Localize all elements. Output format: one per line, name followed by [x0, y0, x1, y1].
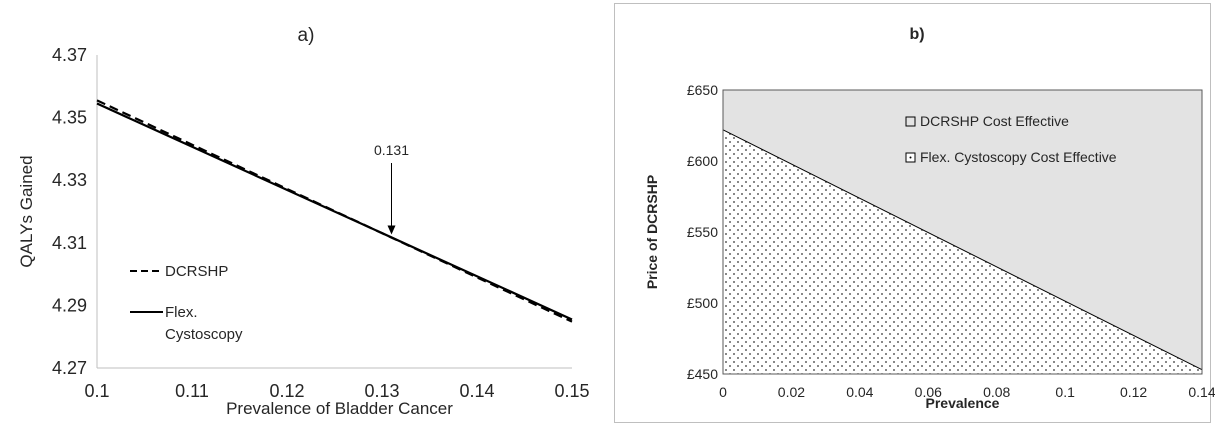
x-axis-title: Prevalence [926, 395, 1000, 411]
y-tick-label: £500 [687, 295, 718, 311]
x-tick-label: 0.12 [269, 381, 304, 401]
annotation-arrowhead [387, 225, 396, 235]
y-tick-label: 4.29 [52, 295, 87, 315]
x-tick-label: 0.14 [1188, 384, 1215, 400]
y-tick-label: £450 [687, 366, 718, 382]
legend-swatch [905, 116, 916, 127]
x-tick-label: 0.15 [554, 381, 589, 401]
x-tick-label: 0.1 [1055, 384, 1075, 400]
boundary-line [722, 129, 1203, 371]
legend-label: DCRSHP Cost Effective [920, 113, 1069, 129]
chart-panel-a: 0.1 0.11 0.12 0.13 0.14 0.15 4.37 4.35 4.33 4.31 4… [0, 0, 598, 427]
series-line [96, 99, 573, 323]
chart-b-frame [614, 3, 1211, 423]
y-tick-label: 4.33 [52, 170, 87, 190]
region-flex-cost-effective [723, 129, 1202, 374]
y-tick-label: 4.27 [52, 358, 87, 378]
y-axis-title: Price of DCRSHP [644, 175, 660, 289]
y-tick-label: 4.35 [52, 108, 87, 128]
chart-b-svg: 0 0.02 0.04 0.06 0.08 0.1 0.12 0.14 £650 £600 £550… [644, 26, 1215, 411]
x-tick-label: 0.1 [84, 381, 109, 401]
chart-title: b) [909, 26, 924, 43]
legend-label: DCRSHP [165, 263, 228, 280]
legend-label: Flex. [165, 304, 198, 321]
series-line [96, 102, 573, 321]
y-tick-label: £550 [687, 224, 718, 240]
y-tick-label: £650 [687, 82, 718, 98]
x-tick-label: 0.12 [1120, 384, 1147, 400]
x-axis-title: Prevalence of Bladder Cancer [226, 399, 453, 418]
x-tick-label: 0.13 [364, 381, 399, 401]
y-tick-label: 4.31 [52, 233, 87, 253]
legend-label: Cystoscopy [165, 326, 243, 343]
x-tick-label: 0.11 [175, 381, 209, 401]
x-tick-label: 0 [719, 384, 727, 400]
y-tick-label: 4.37 [52, 45, 87, 65]
x-tick-label: 0.06 [915, 384, 942, 400]
y-tick-label: £600 [687, 153, 718, 169]
legend-swatch-dot [909, 156, 912, 159]
legend-label: Flex. Cystoscopy Cost Effective [920, 149, 1117, 165]
chart-panel-b: 0 0.02 0.04 0.06 0.08 0.1 0.12 0.14 £650 £600 £550… [612, 0, 1215, 427]
x-tick-label: 0.04 [846, 384, 873, 400]
x-tick-label: 0.08 [983, 384, 1010, 400]
plot-area-border [722, 89, 1203, 375]
chart-a-svg: 0.1 0.11 0.12 0.13 0.14 0.15 4.37 4.35 4.33 4.31 4… [17, 25, 590, 418]
y-axis-title: QALYs Gained [17, 155, 36, 267]
annotation-label: 0.131 [374, 142, 409, 158]
chart-title: a) [298, 25, 315, 46]
x-tick-label: 0.02 [778, 384, 805, 400]
x-tick-label: 0.14 [459, 381, 494, 401]
region-dcrshp-cost-effective [723, 90, 1202, 370]
